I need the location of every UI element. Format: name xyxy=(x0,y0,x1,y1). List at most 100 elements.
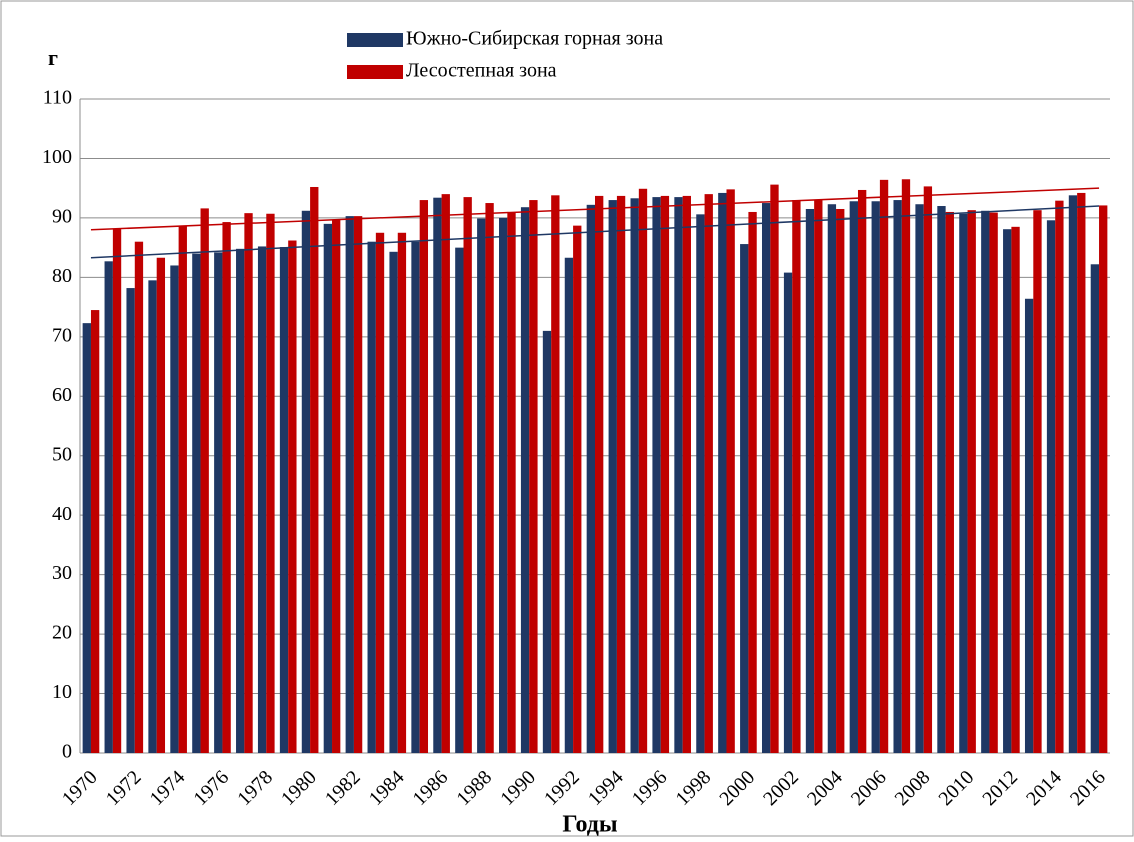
legend-swatch xyxy=(347,65,403,79)
bar xyxy=(1068,195,1078,754)
bar xyxy=(411,241,420,753)
bar xyxy=(222,222,231,753)
bar xyxy=(236,248,245,754)
bar xyxy=(638,188,648,753)
y-tick-label: 40 xyxy=(52,503,72,525)
bar xyxy=(542,330,552,753)
trend-line xyxy=(90,187,1100,231)
y-tick-label: 0 xyxy=(62,741,72,763)
bar xyxy=(499,217,508,754)
bar xyxy=(477,218,486,753)
bar xyxy=(332,219,341,753)
bar xyxy=(1024,298,1034,753)
bar xyxy=(104,261,113,753)
bar xyxy=(1077,192,1086,754)
y-tick-label: 110 xyxy=(43,87,72,109)
x-axis-label: Годы xyxy=(562,812,618,838)
legend-label: Лесостепная зона xyxy=(406,60,557,82)
bar xyxy=(857,189,867,753)
bar xyxy=(901,179,911,753)
bar xyxy=(200,208,209,753)
bar xyxy=(704,194,713,754)
bar xyxy=(214,252,223,753)
bar xyxy=(718,192,727,754)
bar xyxy=(726,189,735,753)
bar xyxy=(257,246,267,753)
bar xyxy=(792,200,801,753)
bar xyxy=(529,200,538,753)
bar xyxy=(266,213,275,754)
bar xyxy=(630,198,639,754)
bar xyxy=(323,223,333,753)
bar xyxy=(945,211,954,754)
bar xyxy=(879,179,889,754)
bar xyxy=(178,225,187,753)
bar xyxy=(288,240,297,753)
y-tick-label: 50 xyxy=(52,443,72,465)
bar xyxy=(814,200,823,753)
bar xyxy=(682,195,691,754)
bar xyxy=(455,247,464,754)
bar xyxy=(192,253,201,753)
bar xyxy=(1055,200,1064,754)
bar xyxy=(871,201,880,753)
bar xyxy=(937,206,946,753)
bar xyxy=(345,216,354,753)
bar xyxy=(90,310,100,753)
trend-line xyxy=(90,205,1100,259)
bar xyxy=(134,241,144,753)
bar xyxy=(551,195,560,754)
y-tick-label: 20 xyxy=(52,622,72,644)
bar xyxy=(915,204,924,753)
bar xyxy=(981,210,990,754)
bar xyxy=(279,247,289,754)
bar xyxy=(652,197,661,754)
bar xyxy=(923,186,933,753)
bar xyxy=(1046,220,1056,753)
bar xyxy=(419,200,429,753)
bar xyxy=(696,214,705,754)
bar xyxy=(959,213,968,754)
bar xyxy=(244,213,253,754)
bar xyxy=(301,210,311,754)
bar xyxy=(674,197,683,754)
y-tick-label: 30 xyxy=(52,562,72,584)
bar xyxy=(770,184,779,753)
y-tick-label: 70 xyxy=(52,324,72,346)
bar xyxy=(564,257,574,753)
bar xyxy=(616,195,626,754)
y-tick-label: 60 xyxy=(52,384,72,406)
bar xyxy=(608,200,617,753)
y-axis-label: г xyxy=(48,45,58,70)
bar xyxy=(783,272,793,753)
legend-swatch xyxy=(347,33,403,47)
bar xyxy=(389,251,398,753)
bar xyxy=(1003,229,1012,754)
bar xyxy=(967,210,976,753)
bar xyxy=(126,288,135,753)
bar xyxy=(485,203,494,753)
bar xyxy=(660,195,670,754)
bar xyxy=(573,225,582,753)
bar xyxy=(353,216,363,753)
bar xyxy=(156,257,166,753)
bar xyxy=(748,211,757,754)
bar xyxy=(805,208,815,753)
legend-label: Южно-Сибирская горная зона xyxy=(406,28,663,50)
bar xyxy=(463,197,472,754)
y-tick-label: 90 xyxy=(52,206,72,228)
bar xyxy=(893,200,902,753)
bar xyxy=(1090,264,1100,753)
bar xyxy=(112,228,122,754)
bar xyxy=(397,232,407,754)
bar xyxy=(586,204,595,753)
bar xyxy=(148,280,157,753)
bar xyxy=(595,195,604,754)
bar xyxy=(310,186,319,753)
bar xyxy=(375,232,385,754)
bar xyxy=(170,265,179,753)
y-tick-label: 80 xyxy=(52,265,72,287)
y-tick-label: 10 xyxy=(52,681,72,703)
bar xyxy=(849,201,858,753)
